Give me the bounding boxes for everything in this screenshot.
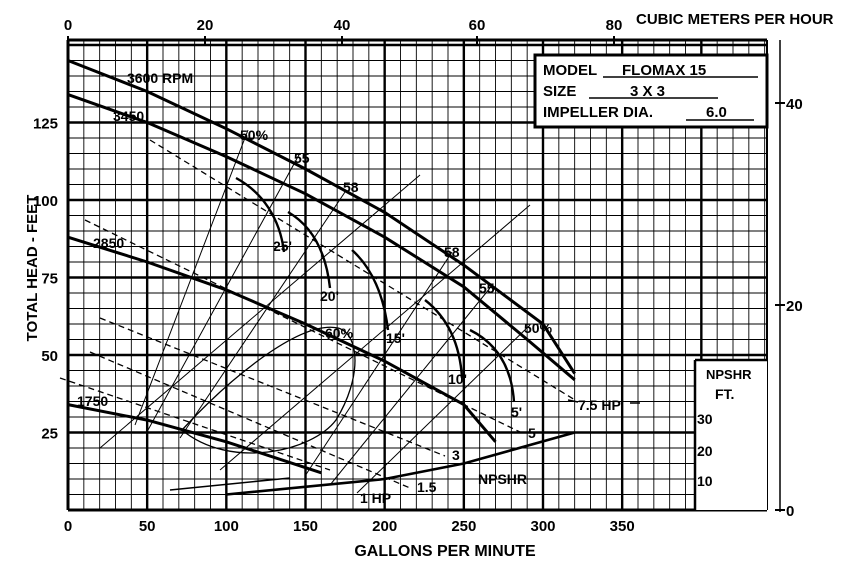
x2-tick-label: 20 bbox=[197, 17, 214, 34]
efficiency-label: 50% bbox=[240, 127, 269, 143]
impeller-value: 6.0 bbox=[706, 104, 727, 121]
npshr-ft-label: 25' bbox=[273, 238, 292, 254]
y2-tick-label: 40 bbox=[786, 96, 803, 113]
curve-labels: 3600 RPM345028501750NPSHR50%555860%58555… bbox=[77, 70, 640, 506]
impeller-label: IMPELLER DIA. bbox=[543, 104, 653, 121]
npshr-ft-label: 15' bbox=[386, 330, 405, 346]
efficiency-guide-line bbox=[99, 174, 421, 449]
y2-tick-label: 20 bbox=[786, 298, 803, 315]
horsepower-label: 7.5 HP bbox=[578, 397, 621, 413]
efficiency-guide-line bbox=[329, 287, 491, 486]
x2-axis-title: CUBIC METERS PER HOUR bbox=[636, 11, 834, 28]
efficiency-guide-line bbox=[147, 152, 301, 431]
head-curve-3450 bbox=[67, 93, 576, 381]
horsepower-dashed-line bbox=[99, 317, 446, 457]
horsepower-dashed-line bbox=[89, 351, 411, 489]
npsh-required-curve bbox=[424, 299, 464, 379]
npshr-tick-20: 20 bbox=[697, 443, 713, 459]
y-tick-label: 125 bbox=[33, 116, 58, 133]
y-tick-label: 75 bbox=[41, 271, 58, 288]
y-axis-title: TOTAL HEAD - FEET bbox=[24, 195, 41, 342]
head-curve-3600-rpm bbox=[67, 59, 576, 375]
x-tick-label: 100 bbox=[214, 518, 239, 535]
y-tick-label: 25 bbox=[41, 426, 58, 443]
efficiency-label: 58 bbox=[343, 179, 359, 195]
npshr-ft-label: 10' bbox=[448, 371, 467, 387]
efficiency-guide-line bbox=[219, 204, 531, 471]
x2-tick-label: 40 bbox=[334, 17, 351, 34]
efficiency-label: 55 bbox=[294, 150, 310, 166]
y-tick-label: 100 bbox=[33, 193, 58, 210]
one-hp-curve bbox=[169, 477, 291, 491]
model-label: MODEL bbox=[543, 62, 597, 79]
x-axis-title: GALLONS PER MINUTE bbox=[354, 543, 536, 560]
efficiency-guide-line bbox=[356, 324, 531, 494]
size-value: 3 X 3 bbox=[630, 83, 665, 100]
peak-efficiency-contour bbox=[181, 326, 356, 454]
size-label: SIZE bbox=[543, 83, 576, 100]
x-tick-label: 0 bbox=[64, 518, 72, 535]
horsepower-dashed-line bbox=[59, 377, 331, 471]
y-tick-label: 50 bbox=[41, 348, 58, 365]
npsh-required-curve bbox=[287, 210, 332, 289]
series-label: 3450 bbox=[113, 108, 144, 124]
x-tick-label: 150 bbox=[293, 518, 318, 535]
efficiency-label: 58 bbox=[444, 244, 460, 260]
x-tick-label: 50 bbox=[139, 518, 156, 535]
npshr-axis-unit: FT. bbox=[715, 386, 734, 402]
efficiency-label: 50% bbox=[524, 320, 553, 336]
efficiency-label: 55 bbox=[479, 280, 495, 296]
head-curve-1750 bbox=[67, 403, 322, 475]
npshr-tick-30: 30 bbox=[697, 411, 713, 427]
efficiency-guide-line bbox=[179, 191, 346, 439]
series-label: 2850 bbox=[93, 235, 124, 251]
horsepower-label: 5 bbox=[528, 425, 536, 441]
efficiency-guide-line bbox=[304, 251, 453, 477]
model-info-box: MODEL FLOMAX 15 SIZE 3 X 3 IMPELLER DIA.… bbox=[533, 53, 769, 129]
npshr-ft-label: 5' bbox=[511, 404, 522, 420]
npshr-tick-10: 10 bbox=[697, 473, 713, 489]
npshr-curve bbox=[226, 431, 576, 496]
npsh-required-curve bbox=[235, 176, 286, 253]
x2-tick-label: 0 bbox=[64, 17, 72, 34]
x2-tick-label: 80 bbox=[606, 17, 623, 34]
x-tick-label: 200 bbox=[372, 518, 397, 535]
series-label: NPSHR bbox=[478, 471, 527, 487]
series-label: 1750 bbox=[77, 393, 108, 409]
x-tick-label: 350 bbox=[610, 518, 635, 535]
series-label: 3600 RPM bbox=[127, 70, 193, 86]
efficiency-label: 60% bbox=[325, 325, 354, 341]
hp-label-leader bbox=[567, 399, 579, 403]
head-curve-2850 bbox=[67, 235, 497, 443]
horsepower-dashed-line bbox=[149, 139, 576, 401]
x2-tick-label: 60 bbox=[469, 17, 486, 34]
head-capacity-curves bbox=[67, 59, 576, 496]
npsh-required-curve bbox=[469, 328, 516, 403]
npshr-axis-title: NPSHR bbox=[706, 367, 752, 382]
npshr-curves bbox=[169, 176, 516, 491]
horsepower-label: 3 bbox=[452, 447, 460, 463]
x-tick-label: 300 bbox=[530, 518, 555, 535]
npshr-axis-box: NPSHR FT. 30 20 10 bbox=[693, 358, 767, 510]
model-value: FLOMAX 15 bbox=[622, 62, 706, 79]
x-tick-label: 250 bbox=[451, 518, 476, 535]
horsepower-label: 1.5 bbox=[417, 479, 437, 495]
npsh-required-curve bbox=[351, 249, 390, 331]
horsepower-label: 1 HP bbox=[360, 490, 391, 506]
npshr-ft-label: 20' bbox=[320, 288, 339, 304]
efficiency-guide-lines bbox=[99, 129, 531, 494]
y2-tick-label: 0 bbox=[786, 503, 794, 520]
